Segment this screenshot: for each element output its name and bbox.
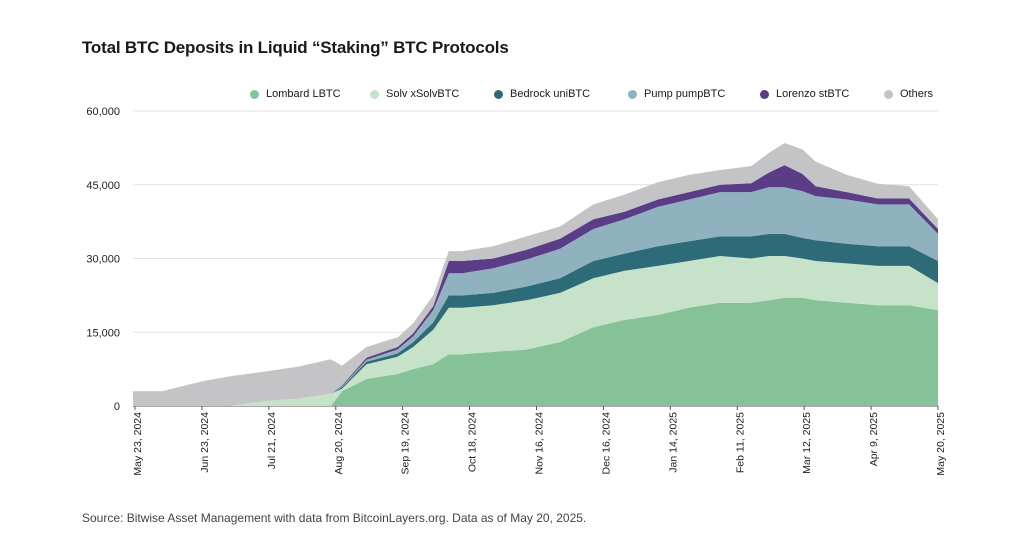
chart-title: Total BTC Deposits in Liquid “Staking” B…: [82, 38, 509, 57]
y-tick-label: 30,000: [86, 254, 120, 266]
x-tick-label: Oct 18, 2024: [467, 412, 479, 472]
area-series-others: [133, 143, 938, 406]
legend-label-lombard: Lombard LBTC: [266, 88, 341, 100]
legend-label-solv: Solv xSolvBTC: [386, 88, 460, 100]
legend-swatch-others: [884, 89, 893, 99]
area-series-solv-xsolvbtc: [133, 256, 938, 406]
area-series-lombard-lbtc: [133, 297, 938, 406]
x-tick-label: Jan 14, 2025: [667, 412, 679, 473]
y-tick-label: 60,000: [86, 106, 120, 118]
legend-item-others: Others: [884, 88, 944, 100]
legend-item-lorenzo: Lorenzo stBTC: [760, 88, 884, 100]
y-tick-label: 45,000: [86, 180, 120, 192]
legend-swatch-lombard: [250, 89, 259, 99]
legend-item-solv: Solv xSolvBTC: [370, 88, 494, 100]
area-series-pump-pumpbtc: [133, 187, 938, 406]
x-tick-label: May 20, 2025: [935, 412, 947, 476]
x-tick-label: Nov 16, 2024: [534, 412, 546, 475]
x-tick-label: Mar 12, 2025: [801, 412, 813, 474]
axis-layer: 60,000 45,000 30,000 15,000 0 May 23, 2024 Jun…: [86, 106, 947, 476]
source-note: Source: Bitwise Asset Management with da…: [82, 511, 587, 525]
x-tick-label: Sep 19, 2024: [400, 412, 412, 475]
area-series-bedrock-unibtc: [133, 233, 938, 406]
x-tick-label: Aug 20, 2024: [333, 412, 345, 475]
legend-item-bedrock: Bedrock uniBTC: [494, 88, 628, 100]
x-tick-label: Jun 23, 2024: [199, 412, 211, 473]
legend-label-bedrock: Bedrock uniBTC: [510, 88, 591, 100]
x-tick-label: Apr 9, 2025: [868, 412, 880, 466]
legend-item-pump: Pump pumpBTC: [628, 88, 760, 100]
legend-item-lombard: Lombard LBTC: [250, 88, 370, 100]
x-tick-label: May 23, 2024: [132, 412, 144, 476]
legend-label-pump: Pump pumpBTC: [644, 88, 726, 100]
area-layer: [133, 143, 938, 406]
y-tick-label: 0: [114, 401, 120, 413]
chart-legend: Lombard LBTC Solv xSolvBTC Bedrock uniBT…: [250, 88, 950, 100]
y-tick-label: 15,000: [86, 327, 120, 339]
legend-swatch-pump: [628, 89, 637, 99]
x-tick-label: Feb 11, 2025: [734, 412, 746, 473]
x-tick-label: Dec 16, 2024: [600, 412, 612, 475]
legend-label-lorenzo: Lorenzo stBTC: [776, 88, 850, 100]
legend-swatch-solv: [370, 89, 379, 99]
legend-label-others: Others: [900, 88, 934, 100]
x-tick-label: Jul 21, 2024: [266, 412, 278, 469]
legend-swatch-bedrock: [494, 89, 503, 99]
legend-swatch-lorenzo: [760, 89, 769, 99]
